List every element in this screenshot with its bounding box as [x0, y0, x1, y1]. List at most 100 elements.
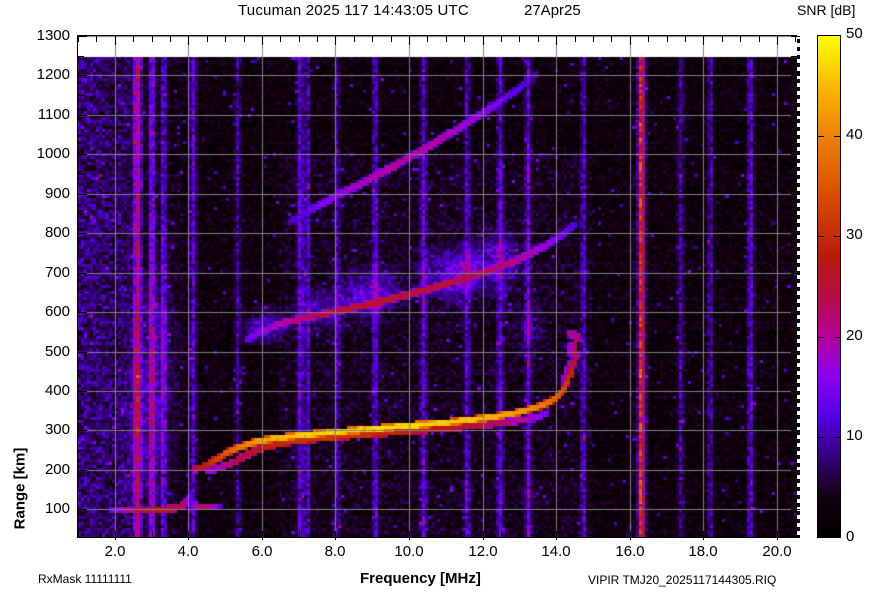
ionogram-canvas[interactable]	[78, 36, 799, 537]
x-axis-tick	[777, 531, 778, 540]
y-axis-title: Range [km]	[11, 447, 29, 530]
colorbar-tick	[818, 437, 824, 438]
ionogram-plot[interactable]	[77, 35, 800, 538]
x-axis-minor-tick	[133, 531, 134, 537]
y-axis-minor-tick-right	[791, 253, 797, 254]
y-axis-tick	[78, 273, 87, 274]
x-axis-minor-tick	[152, 531, 153, 537]
x-axis-minor-tick	[170, 531, 171, 537]
y-axis-tick	[78, 509, 87, 510]
y-axis-tick	[78, 391, 87, 392]
x-axis-minor-tick	[648, 531, 649, 537]
page-title: Tucuman 2025 117 14:43:05 UTC	[238, 2, 469, 19]
x-axis-tick-label: 2.0	[104, 543, 126, 560]
colorbar-tick-label: 0	[846, 528, 855, 545]
x-axis-tick	[483, 36, 484, 45]
x-axis-minor-tick	[795, 36, 796, 42]
x-axis-minor-tick	[740, 531, 741, 537]
x-axis-tick	[335, 36, 336, 45]
x-axis-tick	[335, 531, 336, 540]
x-axis-minor-tick	[391, 531, 392, 537]
x-axis-minor-tick	[299, 531, 300, 537]
y-axis-tick-label: 700	[44, 264, 70, 281]
x-axis-minor-tick	[170, 36, 171, 42]
y-axis-tick-label: 1200	[36, 66, 70, 83]
y-axis-minor-tick	[78, 56, 84, 57]
x-axis-minor-tick	[519, 531, 520, 537]
y-axis-minor-tick	[78, 450, 84, 451]
x-axis-tick-label: 6.0	[251, 543, 273, 560]
y-axis-tick-label: 500	[44, 343, 70, 360]
colorbar-tick	[818, 337, 824, 338]
colorbar-tick	[818, 136, 824, 137]
x-axis-tick	[409, 36, 410, 45]
y-axis-tick	[78, 75, 87, 76]
x-axis-minor-tick	[575, 531, 576, 537]
y-axis-tick	[78, 470, 87, 471]
source-file-label: VIPIR TMJ20_2025117144305.RIQ	[588, 573, 777, 587]
x-axis-minor-tick	[501, 531, 502, 537]
x-axis-minor-tick	[244, 36, 245, 42]
x-axis-minor-tick	[372, 531, 373, 537]
y-axis-tick-right	[791, 75, 800, 76]
x-axis-minor-tick	[759, 36, 760, 42]
y-axis-tick-label: 400	[44, 382, 70, 399]
x-axis-minor-tick	[280, 36, 281, 42]
colorbar-tick-label: 30	[846, 226, 863, 243]
x-axis-tick	[630, 531, 631, 540]
x-axis-minor-tick	[593, 531, 594, 537]
y-axis-tick-right	[791, 470, 800, 471]
x-axis-minor-tick	[152, 36, 153, 42]
x-axis-minor-tick	[575, 36, 576, 42]
x-axis-minor-tick	[667, 36, 668, 42]
x-axis-minor-tick	[722, 36, 723, 42]
colorbar-tick-label: 20	[846, 327, 863, 344]
x-axis-tick-label: 20.0	[762, 543, 792, 560]
x-axis-tick	[556, 531, 557, 540]
y-axis-tick-right	[791, 273, 800, 274]
y-axis-tick-right	[791, 352, 800, 353]
colorbar	[817, 35, 841, 538]
x-axis-minor-tick	[225, 531, 226, 537]
x-axis-tick	[483, 531, 484, 540]
y-axis-tick	[78, 430, 87, 431]
y-axis-minor-tick-right	[791, 174, 797, 175]
y-axis-minor-tick	[78, 332, 84, 333]
x-axis-minor-tick	[611, 531, 612, 537]
y-axis-minor-tick-right	[791, 56, 797, 57]
y-axis-minor-tick	[78, 174, 84, 175]
y-axis-tick	[78, 312, 87, 313]
x-axis-minor-tick	[501, 36, 502, 42]
x-axis-tick-label: 10.0	[394, 543, 424, 560]
x-axis-tick	[262, 36, 263, 45]
colorbar-tick-label: 50	[846, 25, 863, 42]
y-axis-tick-right	[791, 430, 800, 431]
y-axis-tick-label: 100	[44, 500, 70, 517]
x-axis-tick-label: 8.0	[324, 543, 346, 560]
x-axis-minor-tick	[538, 531, 539, 537]
x-axis-tick-label: 18.0	[688, 543, 718, 560]
x-axis-minor-tick	[648, 36, 649, 42]
colorbar-tick	[834, 337, 840, 338]
x-axis-minor-tick	[78, 531, 79, 537]
y-axis-tick-right	[791, 233, 800, 234]
x-axis-minor-tick	[667, 531, 668, 537]
x-axis-tick	[703, 531, 704, 540]
y-axis-minor-tick-right	[791, 371, 797, 372]
y-axis-minor-tick	[78, 214, 84, 215]
x-axis-minor-tick	[464, 531, 465, 537]
x-axis-tick	[703, 36, 704, 45]
y-axis-tick-right	[791, 36, 800, 37]
colorbar-tick	[818, 236, 824, 237]
y-axis-tick	[78, 115, 87, 116]
x-axis-tick	[556, 36, 557, 45]
y-axis-minor-tick	[78, 411, 84, 412]
x-axis-minor-tick	[280, 531, 281, 537]
x-axis-tick-label: 16.0	[615, 543, 645, 560]
x-axis-minor-tick	[207, 531, 208, 537]
y-axis-tick-right	[791, 509, 800, 510]
x-axis-minor-tick	[427, 531, 428, 537]
x-axis-minor-tick	[722, 531, 723, 537]
y-axis-minor-tick-right	[791, 450, 797, 451]
